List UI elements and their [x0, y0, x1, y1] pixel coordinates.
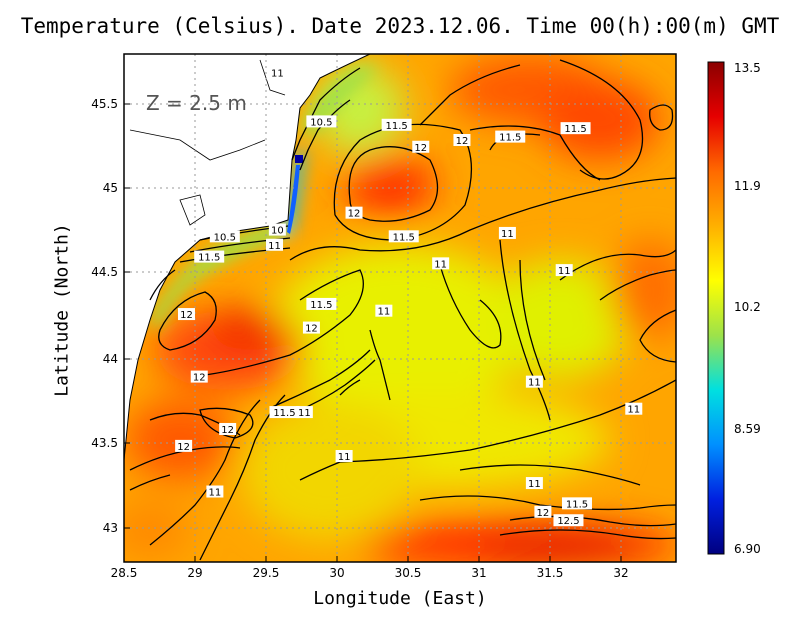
contour-label: 10.5	[306, 115, 337, 128]
contour-label-text: 10.5	[310, 117, 332, 128]
y-axis-label: Latitude (North)	[51, 223, 73, 397]
x-tick-label: 30.5	[394, 566, 422, 580]
contour-label: 12	[345, 206, 363, 220]
contour-label-text: 11	[558, 266, 571, 277]
contour-label-text: 11	[268, 241, 281, 252]
contour-label: 11	[432, 257, 450, 270]
y-tick-label: 44.5	[91, 265, 118, 279]
colorbar-label: 8.59	[734, 422, 761, 436]
x-tick-label: 29.5	[252, 566, 280, 580]
contour-label-text: 11.5	[386, 121, 408, 132]
contour-label-text: 11	[377, 307, 390, 318]
contour-label: 11.5	[381, 118, 412, 132]
contour-label: 12.5	[553, 514, 584, 527]
contour-label-text: 12	[456, 136, 469, 147]
contour-label: 11.5	[560, 122, 591, 135]
colorbar	[707, 61, 725, 555]
contour-label-text: 12	[305, 324, 318, 335]
contour-label: 11	[268, 66, 286, 79]
y-tick-label: 45.5	[91, 97, 118, 111]
contour-label: 11	[525, 477, 543, 490]
contour-label-text: 11.5	[564, 124, 586, 135]
contour-label: 11	[555, 264, 573, 277]
colorbar-label: 10.2	[734, 300, 761, 314]
x-tick-label: 29	[187, 566, 203, 580]
contour-label-text: 12	[348, 209, 361, 220]
contour-label-text: 12	[180, 310, 193, 321]
contour-label: 10.5	[209, 230, 240, 243]
plot-frame	[123, 53, 677, 563]
land-area	[124, 54, 371, 461]
contour-label-text: 12.5	[557, 516, 579, 527]
contour-label-text: 11.5	[273, 408, 295, 419]
contour-label-text: 11.5	[198, 253, 220, 264]
contour-label: 10	[268, 223, 286, 237]
contour-label: 11	[206, 485, 224, 499]
contour-label: 11	[375, 304, 393, 318]
contour-label-text: 12	[193, 373, 206, 384]
x-tick-label: 32	[613, 566, 629, 580]
contour-label-text: 10	[271, 226, 284, 237]
contour-label: 11	[295, 406, 313, 419]
contour-label: 11	[525, 375, 543, 389]
contour-label: 12	[453, 133, 471, 147]
contour-label-text: 11	[528, 378, 541, 389]
contour-label: 11.5	[306, 297, 337, 311]
depth-label: Z = 2.5 m	[146, 91, 247, 115]
contour-label-text: 11	[434, 259, 447, 270]
contour-label: 12	[302, 321, 320, 335]
colorbar-label: 11.9	[734, 179, 761, 193]
y-tick-label: 43.5	[91, 436, 118, 450]
y-tick-label: 43	[102, 521, 118, 535]
contour-label: 11	[625, 402, 643, 416]
contour-label-text: 11	[271, 68, 284, 79]
contour-label: 11.5	[495, 130, 526, 144]
contour-label-text: 11	[501, 229, 514, 240]
contour-label: 12	[175, 439, 193, 453]
y-tick-label: 44	[102, 352, 118, 366]
page-title: Temperature (Celsius). Date 2023.12.06. …	[20, 14, 780, 38]
colorbar-label: 13.5	[734, 61, 761, 75]
contour-label-text: 11.5	[499, 133, 521, 144]
contour-label: 12	[190, 370, 208, 384]
contour-label: 11	[498, 226, 516, 240]
contour-label-text: 11.5	[566, 499, 588, 510]
contour-label: 11	[266, 238, 284, 252]
contour-label: 11.5	[561, 497, 592, 510]
contour-label-text: 12	[414, 143, 427, 154]
contour-label-text: 12	[221, 425, 234, 436]
contour-label: 12	[534, 505, 552, 519]
x-tick-label: 28.5	[110, 566, 138, 580]
contour-label-text: 11	[338, 452, 351, 463]
x-tick-label: 31.5	[536, 566, 564, 580]
x-axis-label: Longitude (East)	[313, 588, 487, 609]
contour-label-text: 12	[537, 508, 550, 519]
contour-label: 12	[412, 140, 430, 154]
contour-label: 11	[335, 450, 353, 463]
contour-label-text: 10.5	[214, 232, 236, 243]
colorbar-label: 6.90	[734, 542, 761, 556]
contour-label: 11.5	[269, 406, 300, 419]
contour-label-text: 11	[627, 405, 640, 416]
contour-label-text: 11.5	[310, 300, 332, 311]
contour-label-text: 11	[528, 479, 541, 490]
contour-label-text: 12	[177, 442, 190, 453]
contour-label: 12	[219, 422, 237, 436]
contour-label: 11.5	[194, 250, 225, 264]
contour-lines	[129, 59, 676, 561]
contour-label-text: 11	[298, 408, 311, 419]
x-tick-label: 31	[471, 566, 487, 580]
contour-label: 12	[177, 308, 195, 321]
contour-label-text: 11.5	[393, 232, 415, 243]
y-tick-label: 45	[102, 181, 118, 195]
contour-label-text: 11	[209, 488, 222, 499]
x-tick-label: 30	[329, 566, 345, 580]
contour-label: 11.5	[388, 230, 419, 243]
